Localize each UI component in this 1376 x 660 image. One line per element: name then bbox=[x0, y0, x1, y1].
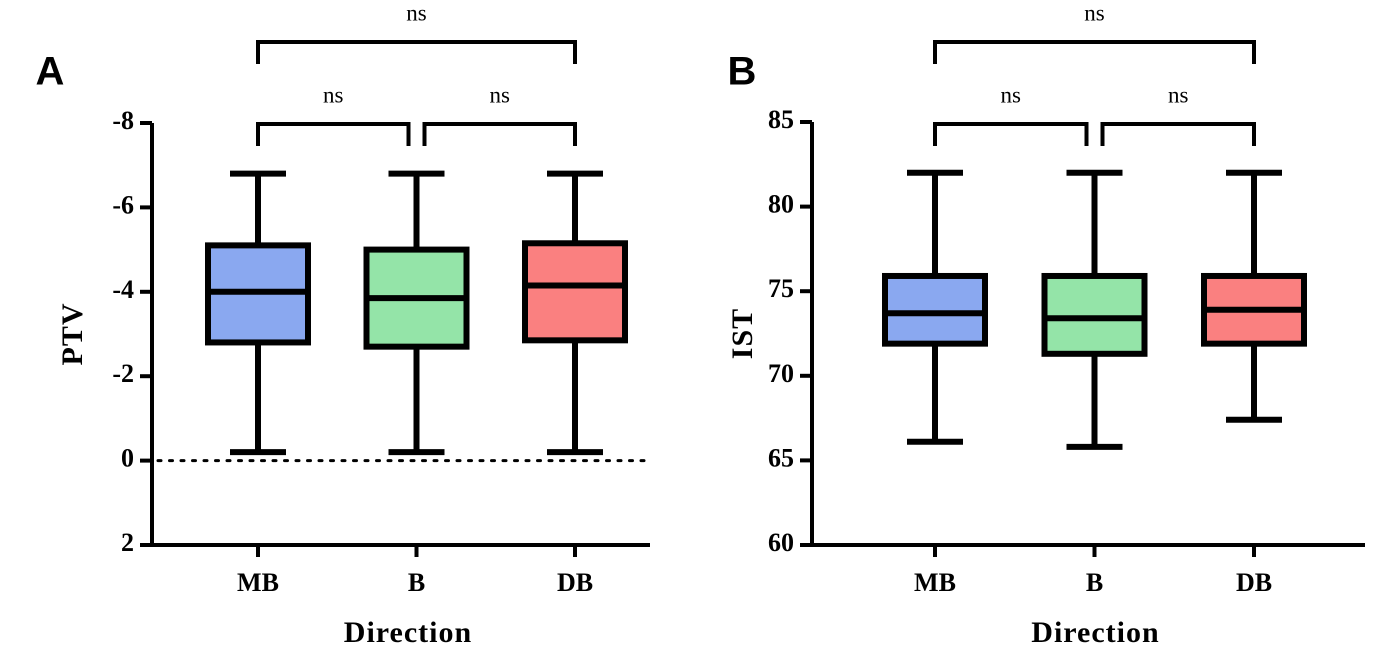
panel-label: B bbox=[728, 50, 757, 94]
x-tick-label: B bbox=[408, 568, 425, 597]
x-axis-label: Direction bbox=[344, 616, 472, 649]
significance-label: ns bbox=[490, 82, 511, 107]
panel-label: A bbox=[36, 50, 65, 94]
x-tick-label: DB bbox=[1236, 568, 1272, 597]
significance-bracket bbox=[256, 40, 577, 64]
y-tick-label: 0 bbox=[121, 444, 134, 473]
box bbox=[1041, 272, 1148, 357]
x-tick-label: MB bbox=[914, 568, 956, 597]
y-tick-label: 2 bbox=[121, 528, 134, 557]
y-axis-label: IST bbox=[726, 308, 759, 359]
significance-label: ns bbox=[1001, 82, 1022, 107]
significance-label: ns bbox=[406, 0, 427, 25]
y-tick-label: -8 bbox=[112, 106, 134, 135]
significance-label: ns bbox=[323, 82, 344, 107]
x-tick-label: MB bbox=[237, 568, 279, 597]
y-tick-label: -2 bbox=[112, 359, 134, 388]
significance-label: ns bbox=[1084, 0, 1105, 25]
y-tick-label: 80 bbox=[768, 190, 794, 219]
y-axis-label: PTV bbox=[56, 303, 89, 366]
significance-label: ns bbox=[1168, 82, 1189, 107]
y-tick-label: -6 bbox=[112, 190, 134, 219]
y-tick-label: 70 bbox=[768, 359, 794, 388]
y-tick-label: 65 bbox=[768, 443, 794, 472]
significance-bracket bbox=[933, 40, 1256, 64]
y-tick-label: 85 bbox=[768, 105, 794, 134]
x-tick-label: B bbox=[1086, 568, 1103, 597]
significance-bracket bbox=[1100, 122, 1256, 146]
y-tick-label: -4 bbox=[112, 275, 134, 304]
y-tick-label: 60 bbox=[768, 528, 794, 557]
significance-bracket bbox=[422, 122, 577, 146]
x-tick-label: DB bbox=[557, 568, 593, 597]
x-axis-label: Direction bbox=[1031, 616, 1159, 649]
box bbox=[882, 272, 988, 347]
significance-bracket bbox=[256, 122, 411, 146]
y-tick-label: 75 bbox=[768, 274, 794, 303]
significance-bracket bbox=[933, 122, 1089, 146]
box bbox=[522, 240, 628, 344]
